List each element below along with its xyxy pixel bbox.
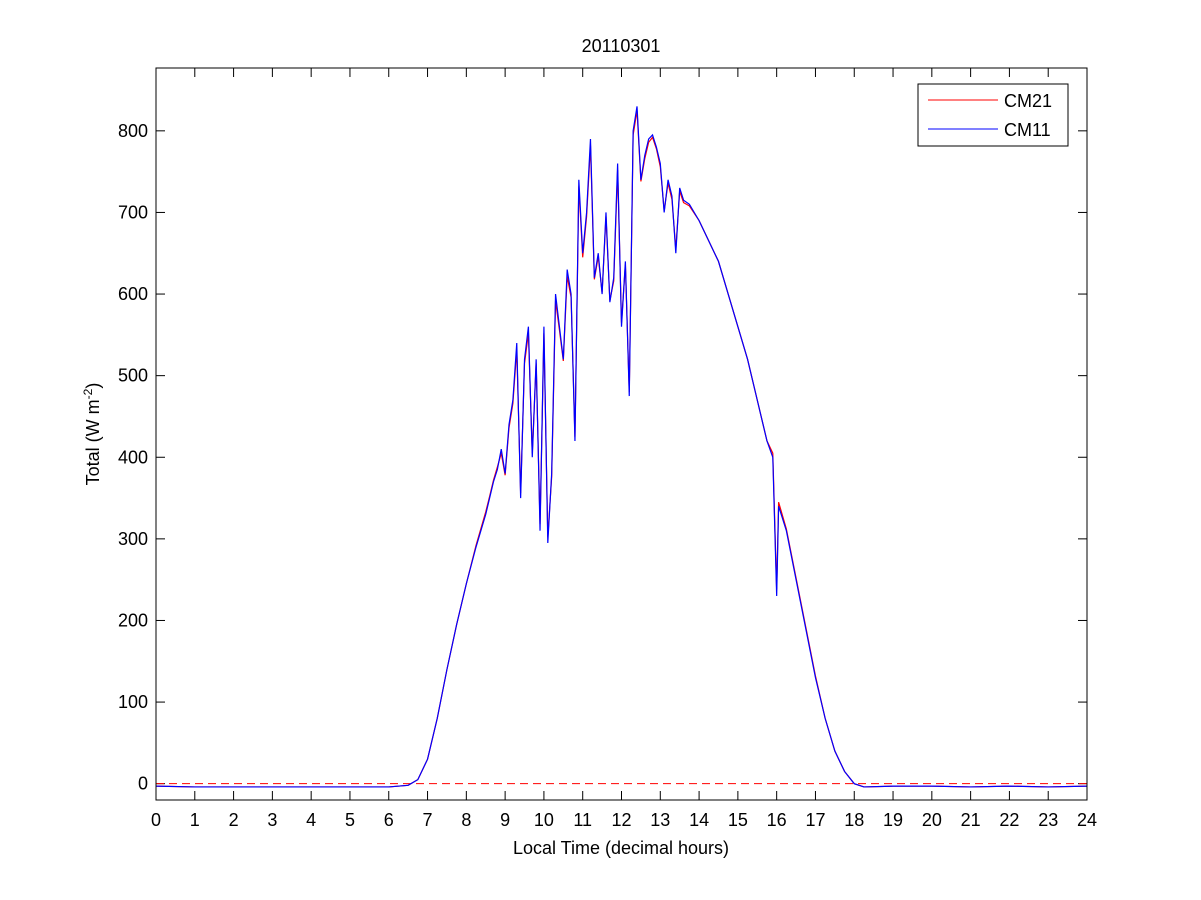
- y-tick-label: 600: [118, 284, 148, 304]
- x-tick-label: 11: [573, 810, 592, 830]
- y-tick-label: 700: [118, 202, 148, 222]
- x-tick-label: 7: [423, 810, 433, 830]
- plot-area: [156, 68, 1087, 800]
- y-tick-label: 0: [138, 774, 148, 794]
- x-axis-label: Local Time (decimal hours): [513, 838, 729, 858]
- x-tick-label: 22: [999, 810, 1019, 830]
- x-tick-label: 2: [229, 810, 239, 830]
- legend-label: CM21: [1004, 91, 1052, 111]
- x-tick-label: 9: [500, 810, 510, 830]
- x-tick-label: 24: [1077, 810, 1097, 830]
- x-tick-label: 3: [267, 810, 277, 830]
- y-axis-label-sup: -2: [81, 388, 95, 399]
- x-tick-label: 8: [461, 810, 471, 830]
- x-tick-label: 15: [728, 810, 748, 830]
- x-tick-label: 5: [345, 810, 355, 830]
- x-tick-label: 21: [961, 810, 981, 830]
- y-axis-label-end: ): [83, 383, 103, 389]
- y-tick-label: 200: [118, 610, 148, 630]
- y-tick-label: 500: [118, 366, 148, 386]
- y-tick-label: 400: [118, 447, 148, 467]
- x-tick-label: 12: [611, 810, 631, 830]
- x-tick-label: 14: [689, 810, 709, 830]
- x-tick-label: 20: [922, 810, 942, 830]
- x-tick-label: 10: [534, 810, 554, 830]
- y-axis-label-main: Total (W m: [83, 399, 103, 485]
- x-tick-label: 18: [844, 810, 864, 830]
- legend-box: [917, 83, 1069, 147]
- x-tick-label: 17: [805, 810, 825, 830]
- y-tick-label: 100: [118, 692, 148, 712]
- x-tick-label: 1: [190, 810, 200, 830]
- y-axis-label: Total (W m-2): [81, 383, 103, 486]
- x-tick-label: 6: [384, 810, 394, 830]
- axes-box: [155, 67, 1088, 801]
- x-tick-label: 0: [151, 810, 161, 830]
- x-tick-label: 16: [767, 810, 787, 830]
- x-tick-label: 4: [306, 810, 316, 830]
- chart-title: 20110301: [582, 36, 661, 56]
- x-tick-label: 23: [1038, 810, 1058, 830]
- x-tick-label: 19: [883, 810, 903, 830]
- data-line: [155, 106, 1088, 788]
- y-tick-label: 800: [118, 121, 148, 141]
- legend-label: CM11: [1004, 120, 1051, 140]
- x-tick-label: 13: [650, 810, 670, 830]
- y-tick-label: 300: [118, 529, 148, 549]
